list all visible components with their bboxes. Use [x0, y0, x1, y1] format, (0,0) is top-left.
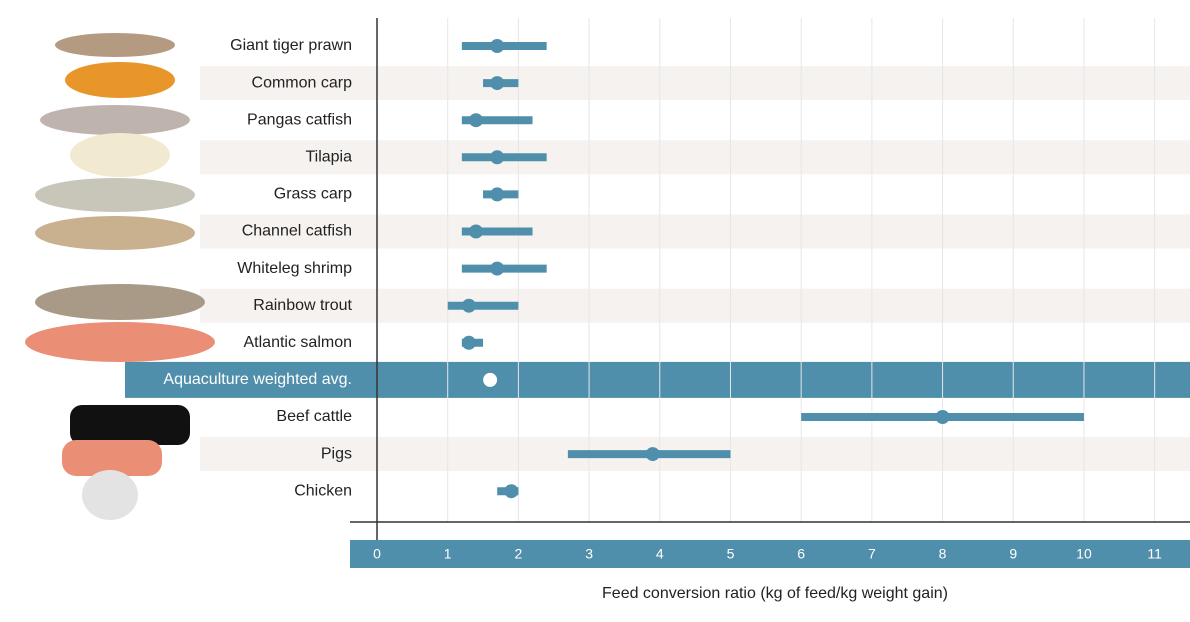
x-axis-band: [350, 540, 1190, 568]
category-label: Beef cattle: [276, 408, 352, 425]
category-label: Chicken: [294, 482, 352, 499]
icon: [25, 322, 215, 362]
category-label: Rainbow trout: [253, 297, 352, 314]
icon: [65, 62, 175, 98]
chart: Feed conversion ratio (kg of feed/kg wei…: [0, 0, 1190, 622]
category-label: Pigs: [321, 445, 352, 462]
x-axis-title: Feed conversion ratio (kg of feed/kg wei…: [602, 585, 948, 602]
x-tick-label: 1: [444, 546, 452, 562]
x-tick-label: 7: [868, 546, 876, 562]
dot: [936, 410, 950, 424]
category-label: Aquaculture weighted avg.: [163, 371, 352, 388]
dot: [490, 187, 504, 201]
category-label: Channel catfish: [242, 223, 352, 240]
x-tick-label: 8: [939, 546, 947, 562]
icon: [35, 284, 205, 320]
dot: [490, 150, 504, 164]
dot: [646, 447, 660, 461]
icon: [35, 178, 195, 212]
category-label: Giant tiger prawn: [230, 37, 352, 54]
x-tick-label: 9: [1009, 546, 1017, 562]
icon: [70, 133, 170, 177]
category-label: Common carp: [252, 74, 353, 91]
category-label: Whiteleg shrimp: [237, 260, 352, 277]
dot: [490, 39, 504, 53]
dot: [462, 299, 476, 313]
dot: [462, 336, 476, 350]
x-tick-label: 2: [514, 546, 522, 562]
x-tick-label: 3: [585, 546, 593, 562]
dot: [483, 373, 497, 387]
x-tick-label: 4: [656, 546, 664, 562]
category-label: Pangas catfish: [247, 111, 352, 128]
icon: [55, 33, 175, 57]
x-tick-label: 6: [797, 546, 805, 562]
category-label: Atlantic salmon: [244, 334, 353, 351]
category-label: Tilapia: [305, 149, 352, 166]
dot: [504, 484, 518, 498]
icon: [35, 216, 195, 250]
icon: [82, 470, 138, 520]
dot: [469, 225, 483, 239]
icon: [70, 405, 190, 445]
dot: [490, 262, 504, 276]
icon: [40, 105, 190, 135]
dot: [469, 113, 483, 127]
category-label: Grass carp: [274, 186, 352, 203]
x-tick-label: 0: [373, 546, 381, 562]
x-tick-label: 5: [727, 546, 735, 562]
x-tick-label: 11: [1147, 546, 1162, 562]
dot: [490, 76, 504, 90]
x-tick-label: 10: [1076, 546, 1092, 562]
